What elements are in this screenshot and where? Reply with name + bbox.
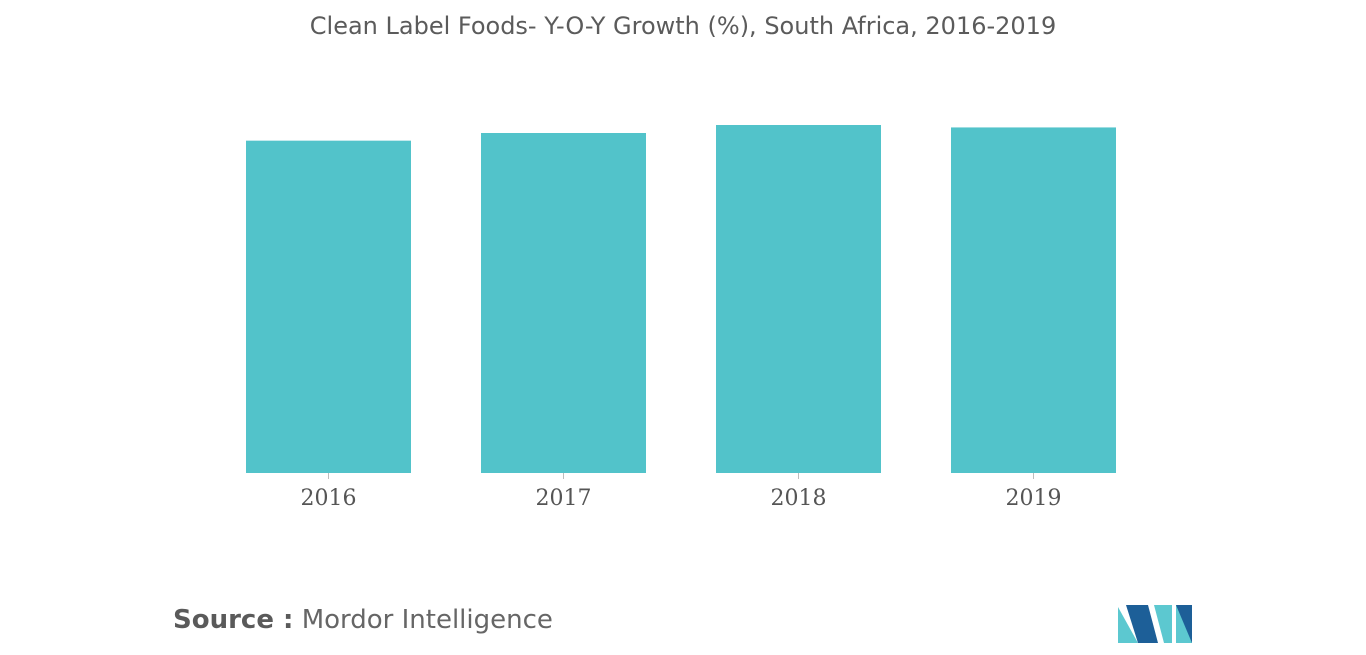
bars-group <box>246 125 1116 473</box>
x-tick-label-2019: 2019 <box>1006 486 1062 511</box>
x-tick-label-2017: 2017 <box>536 486 592 511</box>
x-tick-label-2016: 2016 <box>301 486 357 511</box>
bar-chart: 2016 2017 2018 2019 <box>246 125 1116 511</box>
bar-2017 <box>481 133 646 473</box>
source-line: Source : Mordor Intelligence <box>173 605 553 635</box>
bar-2016 <box>246 140 411 473</box>
mordor-logo-icon <box>1118 605 1192 643</box>
source-text: Mordor Intelligence <box>301 605 553 635</box>
chart-title: Clean Label Foods- Y-O-Y Growth (%), Sou… <box>309 12 1057 40</box>
x-axis: 2016 2017 2018 2019 <box>301 473 1062 511</box>
source-label: Source : <box>173 605 294 635</box>
bar-2019 <box>951 127 1116 473</box>
bar-2018 <box>716 125 881 473</box>
x-tick-label-2018: 2018 <box>771 486 827 511</box>
